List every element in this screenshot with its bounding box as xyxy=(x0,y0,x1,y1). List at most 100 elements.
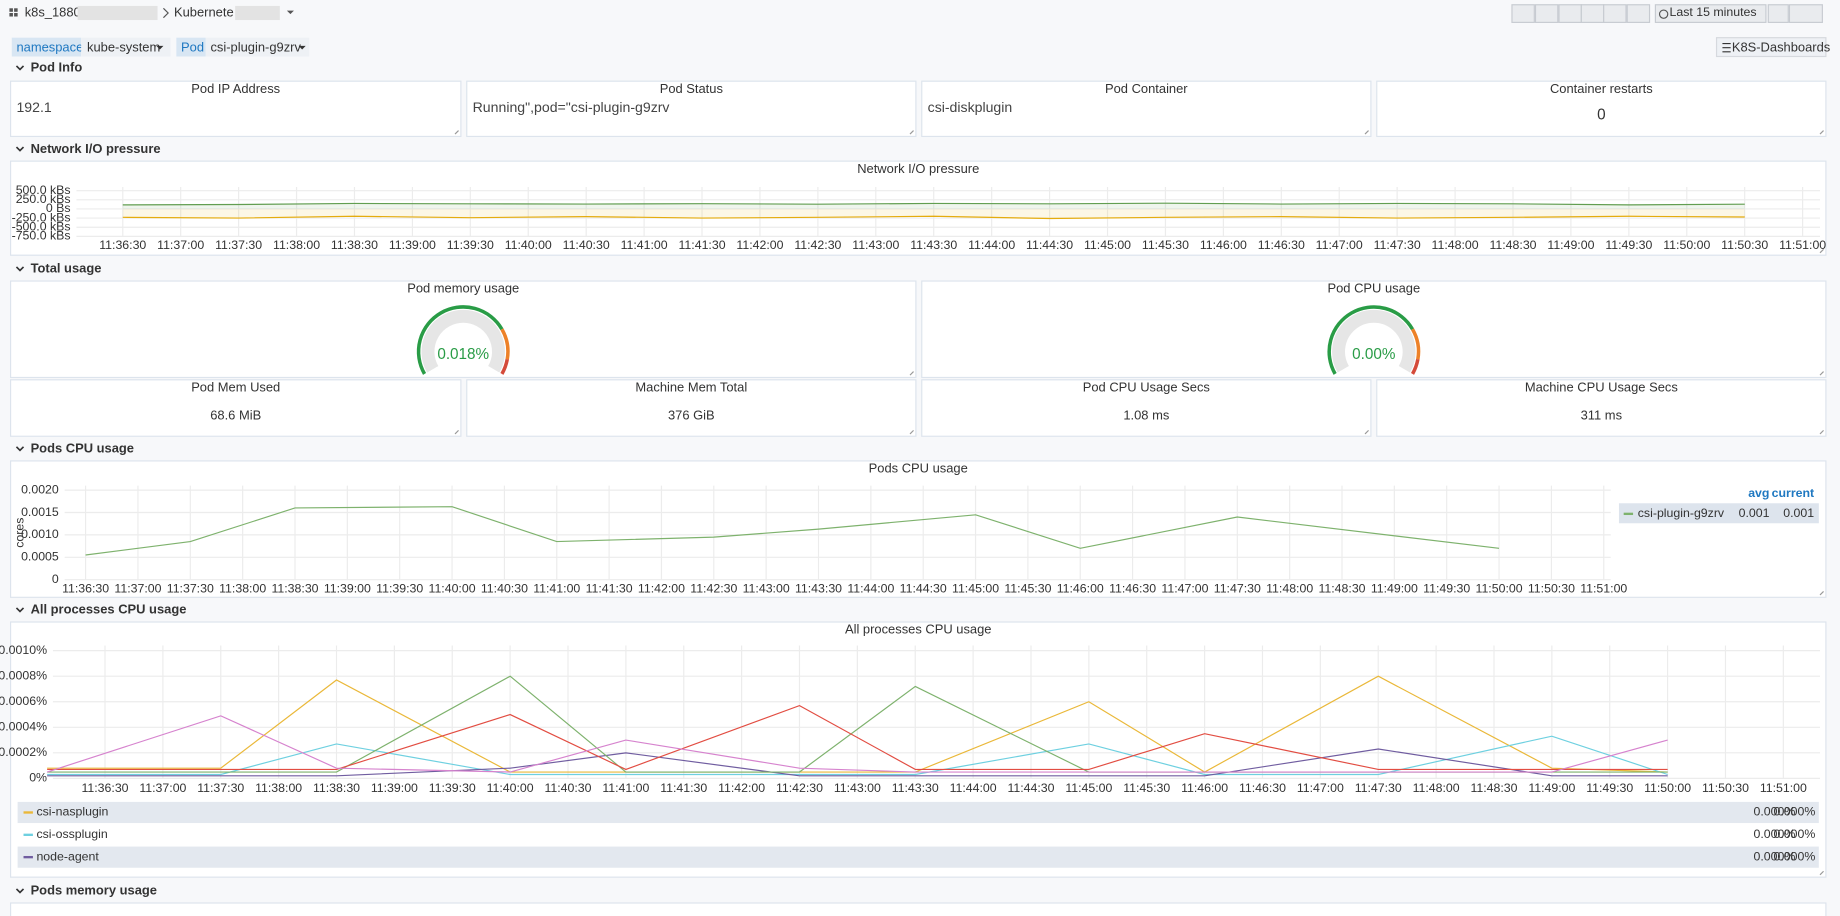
x-tick-label: 11:39:30 xyxy=(429,781,476,795)
stat-value: 311 ms xyxy=(1581,408,1622,423)
x-tick-label: 11:37:00 xyxy=(157,238,204,252)
toolbar-button[interactable] xyxy=(1511,4,1535,23)
panel-title[interactable]: Machine Mem Total xyxy=(635,379,747,394)
legend-header[interactable]: current xyxy=(1772,486,1814,500)
stat-value: 376 GiB xyxy=(668,408,715,423)
time-range[interactable]: Last 15 minutes xyxy=(1670,5,1757,19)
variable-select[interactable] xyxy=(81,37,171,57)
panel xyxy=(9,460,1827,598)
x-tick-label: 11:37:00 xyxy=(114,581,161,595)
panel-title[interactable]: Pod Mem Used xyxy=(191,379,280,394)
x-tick-label: 11:45:30 xyxy=(1142,238,1189,252)
legend-row xyxy=(17,801,1819,824)
zoom-button[interactable] xyxy=(1767,4,1789,23)
row-chevron[interactable] xyxy=(15,65,25,71)
legend-name[interactable]: csi-ossplugin xyxy=(36,827,107,841)
x-tick-label: 11:38:00 xyxy=(273,238,320,252)
stat-value: 68.6 MiB xyxy=(210,408,261,423)
x-tick-label: 11:41:00 xyxy=(602,781,649,795)
panel-title[interactable]: Pod memory usage xyxy=(407,281,519,296)
x-tick-label: 11:39:30 xyxy=(376,581,423,595)
panel-title[interactable]: Pod Container xyxy=(1105,81,1188,96)
row-title[interactable]: Network I/O pressure xyxy=(31,141,161,156)
refresh-button[interactable] xyxy=(1788,4,1823,23)
y-axis-label: cores xyxy=(12,518,26,548)
variable-select[interactable] xyxy=(205,37,310,57)
grid-icon xyxy=(14,12,18,17)
dashboard-link[interactable] xyxy=(1715,37,1827,58)
x-tick-label: 11:41:00 xyxy=(621,238,668,252)
row-chevron[interactable] xyxy=(15,607,25,613)
panel-title[interactable]: Network I/O pressure xyxy=(857,161,979,176)
x-tick-label: 11:37:30 xyxy=(167,581,214,595)
variable-value[interactable]: csi-plugin-g9zrv xyxy=(210,40,301,55)
row-title[interactable]: All processes CPU usage xyxy=(31,602,187,617)
panel-text: 192.1 xyxy=(16,99,51,115)
x-tick-label: 11:40:00 xyxy=(429,581,476,595)
panel-title[interactable]: Machine CPU Usage Secs xyxy=(1525,379,1678,394)
x-tick-label: 11:38:30 xyxy=(331,238,378,252)
x-tick-label: 11:49:00 xyxy=(1547,238,1594,252)
x-tick-label: 11:45:30 xyxy=(1123,781,1170,795)
row-title[interactable]: Pods memory usage xyxy=(31,883,157,898)
x-tick-label: 11:46:30 xyxy=(1258,238,1305,252)
gauge-threshold xyxy=(1410,328,1421,360)
panel-title[interactable]: All processes CPU usage xyxy=(845,622,992,637)
x-tick-label: 11:40:00 xyxy=(487,781,534,795)
panel-title[interactable]: Container restarts xyxy=(1550,81,1653,96)
dashboard-link-text[interactable]: K8S-Dashboards xyxy=(1732,40,1830,55)
toolbar-button[interactable] xyxy=(1626,4,1651,23)
panel xyxy=(921,80,1372,138)
row-title[interactable]: Total usage xyxy=(31,261,102,276)
legend-name[interactable]: csi-plugin-g9zrv xyxy=(1638,506,1725,520)
x-tick-label: 11:40:30 xyxy=(544,781,591,795)
row-chevron[interactable] xyxy=(15,266,25,272)
row-chevron[interactable] xyxy=(15,888,25,894)
gauge-threshold xyxy=(1327,305,1415,375)
breadcrumb-arrow xyxy=(163,7,169,19)
panel-title[interactable]: Pod CPU usage xyxy=(1327,281,1420,296)
x-tick-label: 11:37:30 xyxy=(215,238,262,252)
series-line xyxy=(47,704,1668,771)
x-tick-label: 11:48:00 xyxy=(1266,581,1313,595)
panel xyxy=(466,379,917,437)
toolbar-button[interactable] xyxy=(1580,4,1605,23)
caret[interactable] xyxy=(286,10,294,15)
grid-icon xyxy=(9,8,13,12)
x-tick-label: 11:44:00 xyxy=(950,781,997,795)
folder-name[interactable]: k8s_1880 xyxy=(25,4,81,19)
time-picker[interactable] xyxy=(1654,4,1767,23)
legend-row xyxy=(17,824,1819,846)
panel-title[interactable]: Pod Status xyxy=(660,81,723,96)
x-tick-label: 11:48:30 xyxy=(1470,781,1517,795)
row-chevron[interactable] xyxy=(15,446,25,452)
variable-value[interactable]: kube-system xyxy=(87,40,160,55)
row-title[interactable]: Pods CPU usage xyxy=(31,441,134,456)
y-tick-label: 0.0006% xyxy=(0,694,47,708)
toolbar-button[interactable] xyxy=(1558,4,1582,23)
x-tick-label: 11:49:00 xyxy=(1528,781,1575,795)
resize-handle xyxy=(454,429,459,435)
x-tick-label: 11:47:00 xyxy=(1161,581,1208,595)
row-chevron[interactable] xyxy=(15,146,25,152)
legend-name[interactable]: node-agent xyxy=(36,849,99,863)
panel xyxy=(9,280,917,379)
y-tick-label: 0% xyxy=(29,771,47,785)
legend-header[interactable]: avg xyxy=(1748,486,1769,500)
row-title[interactable]: Pod Info xyxy=(31,60,83,75)
panel-title[interactable]: Pod CPU Usage Secs xyxy=(1083,379,1210,394)
x-tick-label: 11:49:30 xyxy=(1423,581,1470,595)
legend-name[interactable]: csi-nasplugin xyxy=(36,805,108,819)
panel-title[interactable]: Pods CPU usage xyxy=(869,461,968,476)
x-tick-label: 11:51:00 xyxy=(1779,238,1826,252)
x-tick-label: 11:43:00 xyxy=(834,781,881,795)
panel xyxy=(921,280,1827,379)
dashboard-name[interactable]: Kubernete xyxy=(174,4,234,19)
x-tick-label: 11:47:30 xyxy=(1374,238,1421,252)
toolbar-button[interactable] xyxy=(1534,4,1559,23)
x-tick-label: 11:43:30 xyxy=(795,581,842,595)
series-area xyxy=(122,208,1745,219)
panel-title[interactable]: Pod IP Address xyxy=(191,81,280,96)
toolbar-button[interactable] xyxy=(1603,4,1627,23)
y-tick-label: 0.0015 xyxy=(21,505,59,519)
